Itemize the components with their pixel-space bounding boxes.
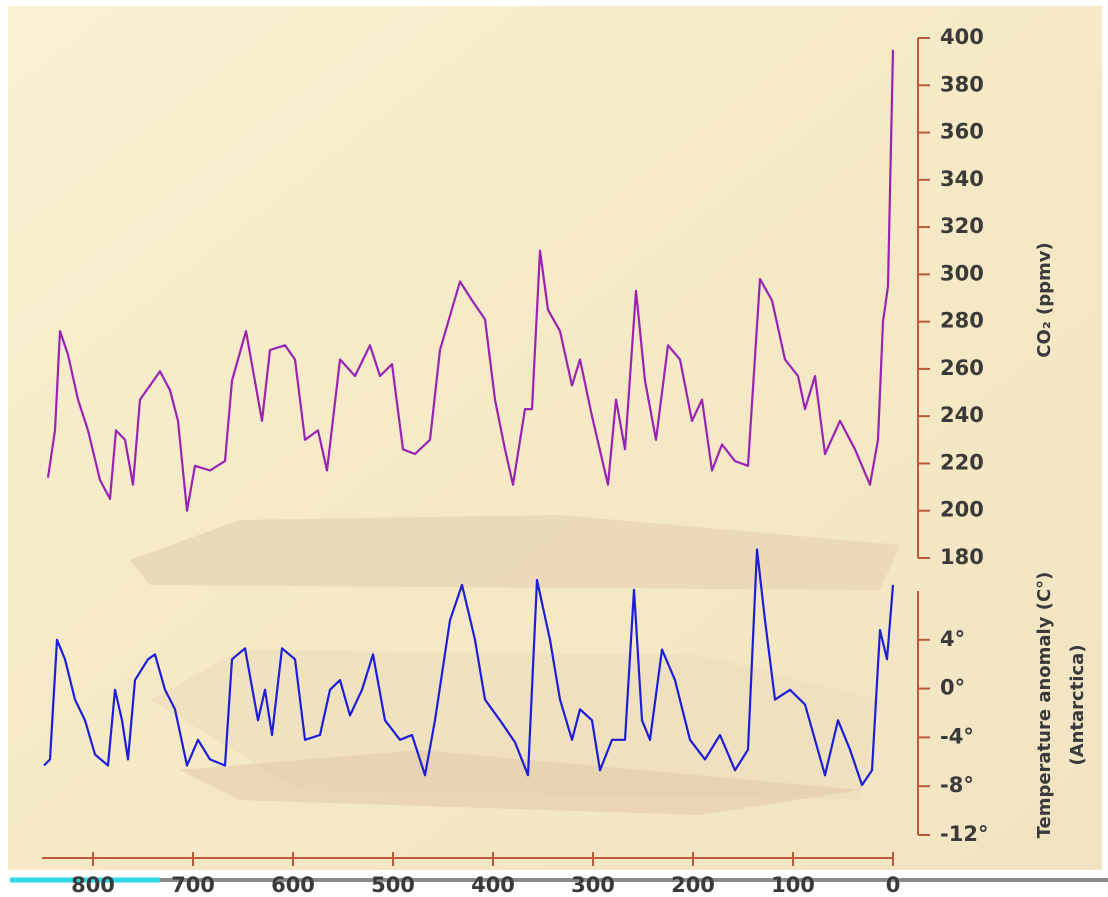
x-tick-label: 500 [371,873,415,897]
y-axis-label: CO₂ (ppmv) [1034,242,1055,357]
x-tick-label: 200 [671,873,715,897]
y-tick-label: 280 [940,309,984,333]
data-line [46,49,895,512]
y2-tick-label: -12° [940,822,988,846]
x-tick-label: 100 [771,873,815,897]
y-tick-label: 180 [940,545,984,569]
x-tick-label: 400 [471,873,515,897]
x-tick-label: 800 [71,873,115,897]
x-tick-label: 600 [271,873,315,897]
y-tick-label: 200 [940,498,984,522]
smudge [180,750,860,815]
y2-tick-label: -4° [940,724,974,748]
y-tick-label: 260 [940,356,984,380]
y-tick-label: 380 [940,72,984,96]
x-tick-label: 0 [886,873,901,897]
y-tick-label: 360 [940,120,984,144]
y-tick-label: 340 [940,167,984,191]
y-tick-label: 240 [940,403,984,427]
y-tick-label: 300 [940,261,984,285]
y-tick-label: 220 [940,450,984,474]
y2-tick-label: 4° [940,627,965,651]
y2-tick-label: -8° [940,773,974,797]
y-tick-label: 320 [940,214,984,238]
smudge [130,515,900,590]
y2-axis-sublabel: (Antarctica) [1067,644,1088,765]
x-tick-label: 300 [571,873,615,897]
data-line [43,548,895,787]
y2-tick-label: 0° [940,676,965,700]
y-tick-label: 400 [940,25,984,49]
y2-axis-label: Temperature anomaly (C°) [1034,572,1055,839]
x-tick-label: 700 [171,873,215,897]
